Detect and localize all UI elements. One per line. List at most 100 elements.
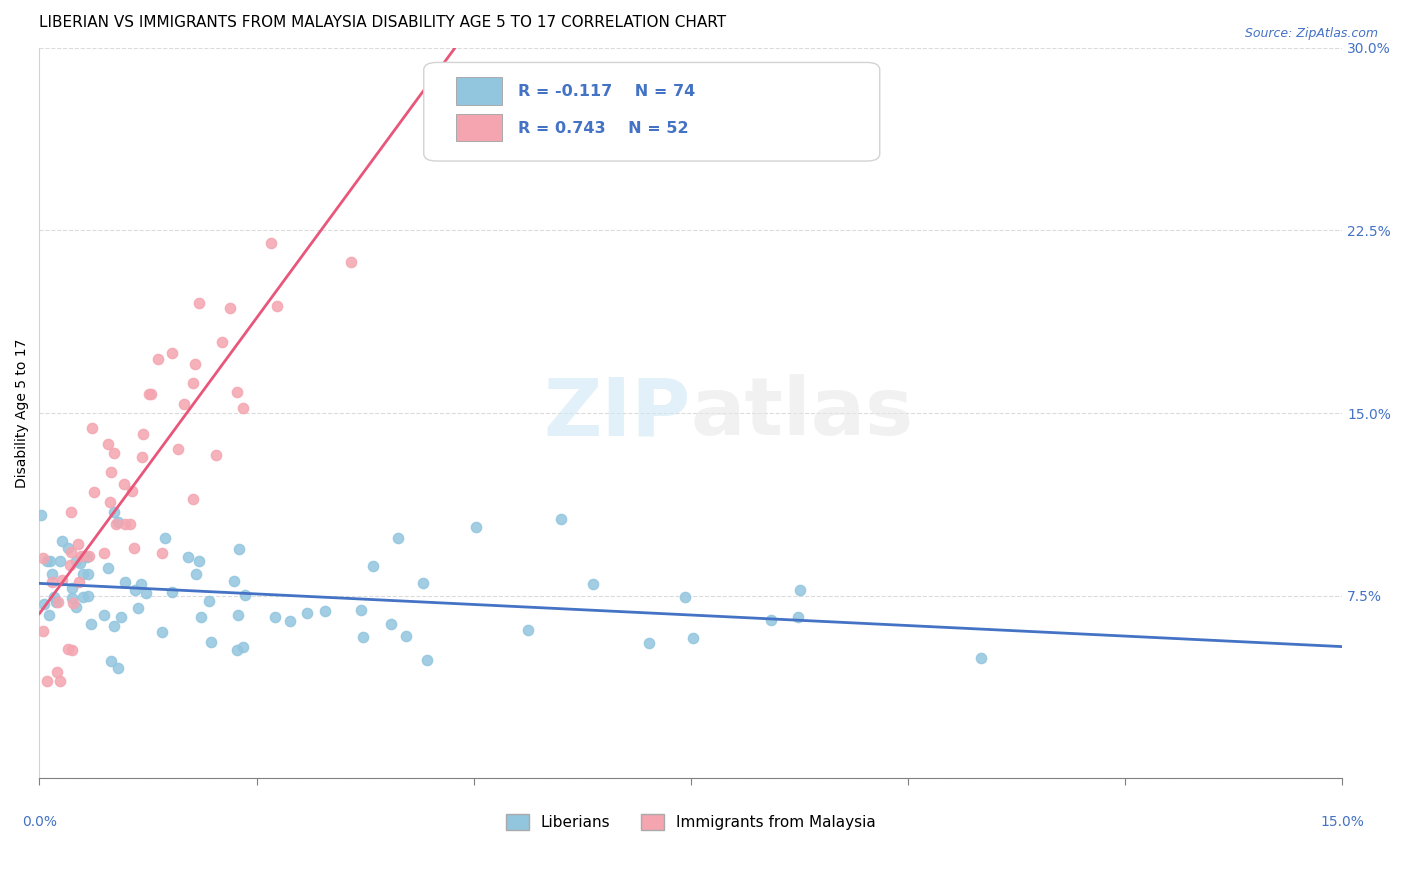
- Point: [103, 446, 125, 460]
- Point: [582, 576, 605, 591]
- Point: [97, 436, 120, 450]
- Point: [131, 450, 153, 464]
- Point: [187, 296, 209, 310]
- Point: [70, 549, 93, 563]
- Point: [211, 334, 233, 349]
- Point: [184, 357, 207, 371]
- Legend: Liberians, Immigrants from Malaysia: Liberians, Immigrants from Malaysia: [499, 808, 882, 837]
- Point: [132, 426, 155, 441]
- Point: [65, 554, 87, 568]
- Point: [150, 546, 173, 560]
- Point: [295, 606, 318, 620]
- Point: [41, 574, 63, 589]
- Point: [150, 625, 173, 640]
- Point: [80, 421, 103, 435]
- Point: [60, 545, 83, 559]
- Point: [48, 554, 70, 568]
- Point: [138, 387, 160, 401]
- Point: [969, 650, 991, 665]
- Point: [226, 642, 249, 657]
- Point: [550, 512, 572, 526]
- Point: [49, 673, 72, 688]
- Point: [67, 575, 90, 590]
- Point: [112, 477, 135, 491]
- Point: [232, 401, 254, 416]
- Point: [35, 554, 58, 568]
- Point: [46, 595, 69, 609]
- Point: [60, 591, 83, 605]
- Point: [41, 566, 63, 581]
- Point: [103, 505, 125, 519]
- Point: [135, 586, 157, 600]
- Point: [380, 616, 402, 631]
- Point: [76, 550, 98, 565]
- Point: [465, 520, 488, 534]
- Point: [124, 541, 146, 555]
- Point: [226, 607, 249, 622]
- Point: [114, 517, 136, 532]
- Point: [42, 590, 65, 604]
- Point: [204, 448, 226, 462]
- Y-axis label: Disability Age 5 to 17: Disability Age 5 to 17: [15, 338, 30, 488]
- Point: [517, 624, 540, 638]
- Point: [107, 516, 129, 530]
- Point: [80, 617, 103, 632]
- Point: [32, 624, 55, 638]
- Point: [100, 466, 122, 480]
- Point: [789, 582, 811, 597]
- Point: [198, 594, 221, 608]
- Point: [76, 590, 98, 604]
- Point: [231, 640, 253, 654]
- Point: [173, 397, 195, 411]
- Point: [761, 613, 783, 627]
- Point: [35, 673, 58, 688]
- Text: R = 0.743    N = 52: R = 0.743 N = 52: [517, 120, 688, 136]
- Point: [32, 597, 55, 611]
- Point: [387, 531, 409, 545]
- Text: ZIP: ZIP: [544, 374, 690, 452]
- Point: [682, 631, 704, 645]
- Point: [114, 574, 136, 589]
- Point: [60, 581, 83, 595]
- Point: [76, 567, 98, 582]
- Point: [278, 615, 301, 629]
- Point: [38, 554, 60, 568]
- Point: [45, 595, 67, 609]
- Point: [181, 376, 204, 391]
- Point: [160, 585, 183, 599]
- Point: [264, 610, 287, 624]
- Point: [98, 495, 121, 509]
- Point: [93, 546, 115, 560]
- Point: [314, 604, 336, 618]
- Point: [131, 577, 153, 591]
- FancyBboxPatch shape: [457, 77, 502, 104]
- Point: [228, 542, 250, 557]
- Point: [72, 590, 94, 604]
- Point: [219, 301, 242, 315]
- Point: [30, 508, 52, 523]
- Point: [38, 607, 60, 622]
- Point: [350, 602, 373, 616]
- Point: [104, 516, 127, 531]
- FancyBboxPatch shape: [457, 113, 502, 141]
- Point: [62, 596, 84, 610]
- Point: [363, 558, 385, 573]
- Point: [103, 618, 125, 632]
- Point: [69, 556, 91, 570]
- Point: [60, 643, 83, 657]
- Point: [637, 636, 659, 650]
- Point: [141, 387, 163, 401]
- Point: [46, 665, 69, 680]
- Point: [226, 385, 249, 400]
- Point: [56, 541, 79, 555]
- Point: [77, 549, 100, 564]
- Point: [340, 255, 363, 269]
- Point: [93, 607, 115, 622]
- Point: [51, 573, 73, 587]
- Point: [100, 654, 122, 668]
- Point: [72, 567, 94, 582]
- Text: R = -0.117    N = 74: R = -0.117 N = 74: [517, 84, 695, 99]
- Point: [73, 549, 96, 563]
- Text: 0.0%: 0.0%: [22, 814, 56, 829]
- Point: [65, 600, 87, 615]
